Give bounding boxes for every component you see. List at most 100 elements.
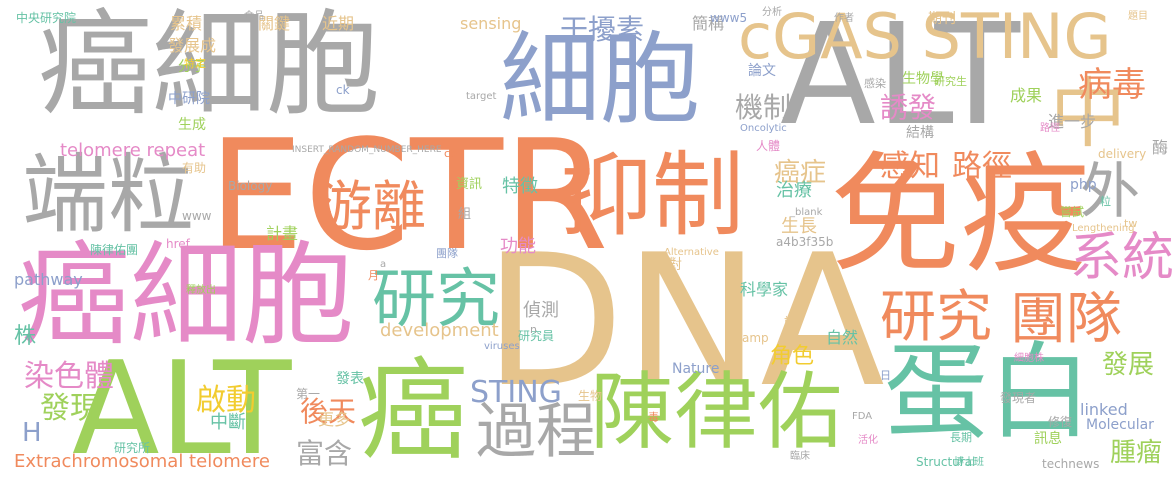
word: 發現者 <box>1000 391 1037 405</box>
word: 累積 <box>170 14 203 33</box>
word: 酶 <box>1152 138 1169 157</box>
word: 角色 <box>770 344 815 369</box>
word: 活化 <box>858 435 878 446</box>
word: Biology <box>228 179 273 193</box>
word: 月 <box>368 269 379 282</box>
word: INSERT_RANDOM_NUMBER_HERE <box>292 145 442 155</box>
word: 科學家 <box>740 280 789 299</box>
word: 生物學 <box>902 71 944 87</box>
word: 近期 <box>322 14 355 33</box>
word: 長期 <box>950 431 972 444</box>
word: 株 <box>14 324 37 349</box>
word: 發展 <box>1102 350 1155 380</box>
word: www <box>182 209 212 223</box>
word: 路徑 <box>1040 123 1060 134</box>
word: 發現 <box>40 391 100 426</box>
word: 食品 <box>244 11 264 22</box>
word: 富含 <box>296 437 353 470</box>
word: 生成 <box>178 117 206 133</box>
word: ALT <box>780 0 1021 157</box>
word: 作者 <box>834 13 854 24</box>
word: ALT <box>72 335 292 482</box>
word: 題目 <box>1128 11 1148 22</box>
word: 人體 <box>756 139 781 153</box>
word: 面對 <box>654 257 682 273</box>
word: 治療 <box>776 180 812 201</box>
word: 自然 <box>826 328 859 347</box>
word: 期刊 <box>928 11 956 27</box>
word: 干擾素 <box>560 13 645 46</box>
word: technews <box>1042 457 1100 471</box>
word: 感染 <box>864 77 886 90</box>
word: 訊息 <box>1034 431 1062 447</box>
word: 機制 <box>735 91 792 124</box>
word: H <box>22 418 42 448</box>
word: 結構 <box>906 125 934 141</box>
word: 分析 <box>762 7 782 18</box>
word: Molecular <box>1086 417 1154 433</box>
word: 細胞株 <box>1014 353 1044 364</box>
word: 感知 <box>880 149 940 184</box>
word: 關鍵 <box>258 14 291 33</box>
word: 生物 <box>578 389 603 403</box>
word: 成果 <box>1010 86 1043 105</box>
word: amp <box>742 331 769 345</box>
word: DNA <box>484 215 885 427</box>
word: _blank <box>790 207 823 218</box>
word: Structural <box>916 455 976 469</box>
word: Oncolytic <box>740 123 787 134</box>
word: target <box>466 91 497 102</box>
word: 博士班 <box>954 457 984 468</box>
word: 發表 <box>336 371 364 387</box>
word: 誘發 <box>880 91 937 124</box>
word: 癌細胞 <box>18 231 354 361</box>
word: www5 <box>710 11 748 25</box>
word: cGAS STING <box>738 0 1112 73</box>
word: 研究所 <box>114 441 151 455</box>
word: telomere repeat <box>60 140 206 161</box>
word: delivery <box>1098 147 1147 161</box>
word: 團隊 <box>1010 287 1122 352</box>
word: 路徑 <box>952 149 1012 184</box>
word: FDA <box>852 411 873 422</box>
word: 粒 <box>1100 195 1111 208</box>
word: 釋放出 <box>186 285 216 296</box>
word: Nature <box>672 361 720 377</box>
word: 簡稱 <box>692 14 725 33</box>
word: 嘗試 <box>1060 205 1085 219</box>
word: Extrachromosomal telomere <box>14 451 270 472</box>
word: 中 <box>1050 69 1126 158</box>
word: 偵測 <box>523 300 559 321</box>
word: ECTR <box>208 107 609 284</box>
word: 特徵 <box>502 176 538 197</box>
word: 中央研究院 <box>16 11 77 25</box>
word: 染色體 <box>24 359 114 394</box>
word: 游離 <box>318 175 426 238</box>
word: STING <box>470 375 562 410</box>
word: 陳律佑 <box>590 363 843 461</box>
word: 資訊 <box>456 177 483 192</box>
word: 免疫 <box>830 139 1091 291</box>
word: 計畫 <box>266 224 299 243</box>
word: tw <box>1124 217 1138 230</box>
word: 癌細胞 <box>38 0 381 131</box>
word: 分子 <box>178 59 206 75</box>
word: pathway <box>14 270 83 289</box>
word: 修復 <box>1048 415 1073 429</box>
word: 研究 <box>372 263 500 337</box>
word: a <box>380 259 387 270</box>
word: 腫瘤 <box>1110 438 1163 468</box>
word: 中斷 <box>210 412 246 433</box>
word: 研究生 <box>934 75 967 88</box>
word: 抑制 <box>560 142 745 249</box>
word: 中研院 <box>168 91 210 107</box>
word: 病毒 <box>1078 65 1146 105</box>
word: php <box>1070 177 1097 193</box>
word: 組 <box>458 207 472 222</box>
word: sensing <box>460 14 522 33</box>
word: a4b3f35b <box>776 235 834 249</box>
word: 研究員 <box>518 329 555 343</box>
word: 端 <box>784 315 797 329</box>
word: 臨床 <box>790 451 810 462</box>
